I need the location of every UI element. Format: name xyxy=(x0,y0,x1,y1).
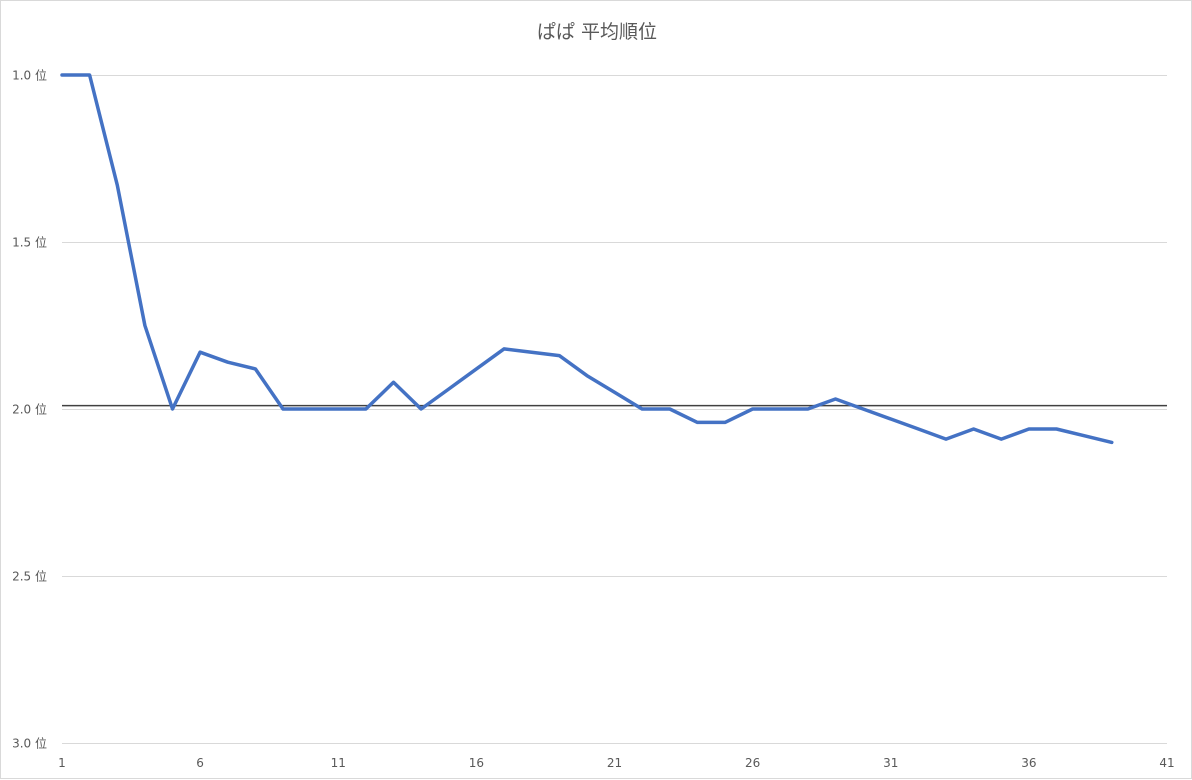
x-tick-label: 6 xyxy=(196,756,204,770)
y-tick-label: 3.0 位 xyxy=(12,736,47,751)
chart-title: ぱぱ 平均順位 xyxy=(537,21,657,43)
series-layer xyxy=(60,73,1114,445)
y-tick-label: 2.5 位 xyxy=(12,569,47,584)
y-tick-label: 2.0 位 xyxy=(12,402,47,417)
grid-layer xyxy=(62,75,1167,744)
x-tick-labels: 1 6 11 16 21 26 31 36 41 xyxy=(58,756,1174,770)
y-tick-labels: 1.0 位 1.5 位 2.0 位 2.5 位 3.0 位 xyxy=(12,68,47,751)
x-tick-label: 36 xyxy=(1021,756,1036,770)
y-tick-label: 1.5 位 xyxy=(12,235,47,250)
series-line xyxy=(60,73,1114,445)
x-tick-label: 26 xyxy=(745,756,760,770)
x-tick-label: 31 xyxy=(883,756,898,770)
x-tick-label: 41 xyxy=(1159,756,1174,770)
x-tick-label: 16 xyxy=(469,756,484,770)
y-tick-label: 1.0 位 xyxy=(12,68,47,83)
x-tick-label: 11 xyxy=(331,756,346,770)
x-tick-label: 1 xyxy=(58,756,66,770)
x-tick-label: 21 xyxy=(607,756,622,770)
